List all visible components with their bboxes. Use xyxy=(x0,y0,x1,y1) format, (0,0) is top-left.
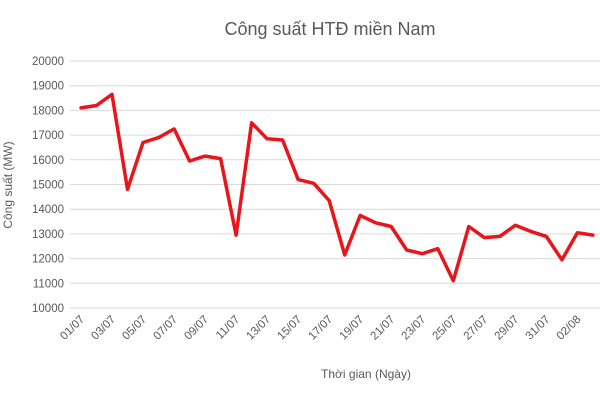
x-tick-label: 09/07 xyxy=(182,314,211,343)
x-axis-ticks: 01/07 03/07 05/07 07/07 09/07 11/07 13/07 15/07… xyxy=(58,314,584,343)
x-tick-label: 27/07 xyxy=(462,314,491,343)
y-tick-label: 10000 xyxy=(32,303,64,315)
x-tick-label: 15/07 xyxy=(275,314,304,343)
chart-title: Công suất HTĐ miền Nam xyxy=(224,19,435,39)
x-tick-label: 17/07 xyxy=(306,314,335,343)
x-tick-label: 02/08 xyxy=(555,314,584,343)
x-tick-label: 07/07 xyxy=(151,314,180,343)
x-tick-label: 19/07 xyxy=(337,314,366,343)
x-tick-label: 23/07 xyxy=(400,314,429,343)
y-tick-label: 13000 xyxy=(32,229,64,241)
y-tick-label: 14000 xyxy=(32,204,64,216)
x-tick-label: 29/07 xyxy=(493,314,522,343)
y-tick-label: 20000 xyxy=(32,56,64,68)
y-tick-label: 17000 xyxy=(32,130,64,142)
y-tick-label: 16000 xyxy=(32,155,64,167)
x-tick-label: 21/07 xyxy=(369,314,398,343)
y-tick-label: 15000 xyxy=(32,180,64,192)
x-tick-label: 05/07 xyxy=(120,314,149,343)
x-tick-label: 25/07 xyxy=(431,314,460,343)
y-tick-label: 19000 xyxy=(32,81,64,93)
x-tick-label: 13/07 xyxy=(244,314,273,343)
x-axis-label: Thời gian (Ngày) xyxy=(321,367,411,381)
x-tick-label: 03/07 xyxy=(89,314,118,343)
y-axis-ticks: 10000 11000 12000 13000 14000 15000 16000 17000… xyxy=(32,56,64,315)
x-tick-label: 11/07 xyxy=(214,314,242,342)
gridlines xyxy=(70,60,600,309)
y-tick-label: 12000 xyxy=(32,254,64,266)
y-tick-label: 11000 xyxy=(33,278,64,290)
x-tick-label: 01/07 xyxy=(58,314,87,343)
y-tick-label: 18000 xyxy=(32,105,64,117)
x-tick-label: 31/07 xyxy=(524,314,553,343)
series-line xyxy=(79,92,595,283)
y-axis-label: Công suất (MW) xyxy=(1,141,15,228)
